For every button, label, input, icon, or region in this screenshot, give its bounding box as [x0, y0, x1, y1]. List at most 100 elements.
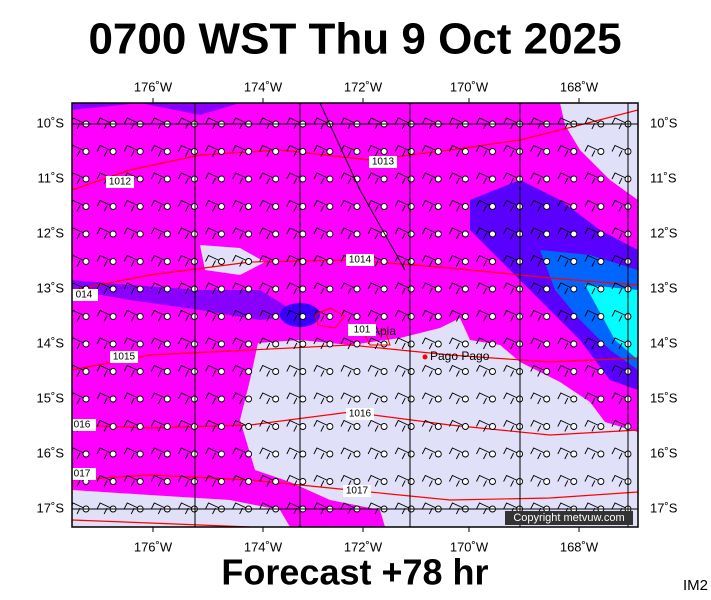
wind-barb — [611, 309, 629, 322]
wind-barb — [394, 392, 412, 405]
station — [163, 258, 171, 265]
wind-barb — [367, 282, 385, 295]
wind-barb — [421, 227, 439, 240]
wind-barb — [205, 254, 222, 267]
wind-barb — [530, 172, 547, 185]
wind-barb — [177, 419, 195, 432]
wind-barb — [123, 364, 141, 377]
wind-barb — [476, 144, 493, 157]
station — [190, 285, 198, 293]
wind-barb — [611, 172, 629, 185]
station — [570, 313, 578, 320]
station — [489, 478, 496, 485]
station — [109, 148, 117, 155]
station — [570, 258, 578, 265]
station — [299, 478, 307, 485]
station — [434, 285, 442, 293]
station — [597, 450, 605, 458]
station — [570, 175, 578, 183]
wind-barb — [72, 309, 87, 322]
lat-tick-label: 13˚S — [650, 280, 678, 295]
station — [407, 230, 415, 238]
station — [299, 450, 307, 458]
station — [489, 285, 496, 293]
station — [82, 230, 90, 238]
wind-barb — [340, 419, 358, 432]
station — [272, 258, 280, 265]
station — [380, 148, 388, 155]
wind-barb — [232, 447, 249, 460]
wind-barb — [150, 144, 168, 157]
station — [299, 285, 307, 293]
wind-barb — [503, 364, 520, 377]
forecast-label: Forecast +78 hr — [221, 552, 488, 593]
station — [434, 258, 442, 265]
wind-barb — [394, 364, 412, 377]
station — [163, 203, 171, 210]
station — [190, 313, 198, 320]
station — [218, 423, 225, 430]
wind-barb — [611, 392, 629, 405]
wind-barb — [340, 172, 358, 185]
lon-tick-label: 170˚W — [450, 79, 489, 94]
station — [190, 450, 198, 458]
station — [109, 450, 117, 458]
station — [109, 203, 117, 210]
wind-barb — [476, 309, 493, 322]
wind-barb — [150, 282, 168, 295]
wind-barb — [557, 419, 574, 432]
wind-barb — [584, 364, 602, 377]
station — [380, 478, 388, 485]
lat-tick-label: 14˚S — [37, 335, 65, 350]
station — [190, 148, 198, 155]
station — [163, 478, 171, 485]
wind-barb — [150, 419, 168, 432]
station — [380, 423, 388, 430]
station — [163, 285, 171, 293]
station — [136, 423, 144, 430]
station — [109, 313, 117, 320]
station — [353, 450, 361, 458]
wind-barb — [611, 364, 629, 377]
wind-barb — [123, 474, 141, 487]
wind-barb — [503, 254, 520, 267]
wind-barb — [259, 282, 276, 295]
station — [245, 313, 253, 320]
wind-barb — [367, 419, 385, 432]
station — [353, 368, 361, 375]
wind-barb — [177, 474, 195, 487]
station — [326, 258, 334, 265]
grid-lines — [72, 103, 638, 527]
isobar-label-box — [106, 176, 134, 188]
station — [326, 230, 334, 238]
station — [245, 340, 253, 348]
wind-barb — [557, 474, 574, 487]
station — [461, 203, 469, 210]
wind-barb — [313, 364, 331, 377]
station — [434, 230, 442, 238]
station — [326, 203, 334, 210]
wind-barb — [421, 172, 439, 185]
station — [570, 478, 578, 485]
wind-barb — [530, 227, 547, 240]
station — [136, 148, 144, 155]
lon-tick-label: 170˚W — [450, 539, 489, 554]
isobar-label: 016 — [74, 420, 91, 431]
wind-barb — [150, 309, 168, 322]
station — [272, 203, 280, 210]
wind-barb — [367, 309, 385, 322]
station — [597, 313, 605, 320]
wind-barb — [530, 392, 547, 405]
wind-barb — [557, 309, 574, 322]
station — [245, 368, 253, 375]
station — [461, 395, 469, 403]
station — [407, 175, 415, 183]
isobar-label-box — [72, 468, 96, 480]
station — [190, 395, 198, 403]
station — [543, 450, 551, 458]
station — [353, 423, 361, 430]
station — [272, 285, 280, 293]
station — [543, 258, 551, 265]
station — [489, 450, 496, 458]
wind-barb — [394, 474, 412, 487]
